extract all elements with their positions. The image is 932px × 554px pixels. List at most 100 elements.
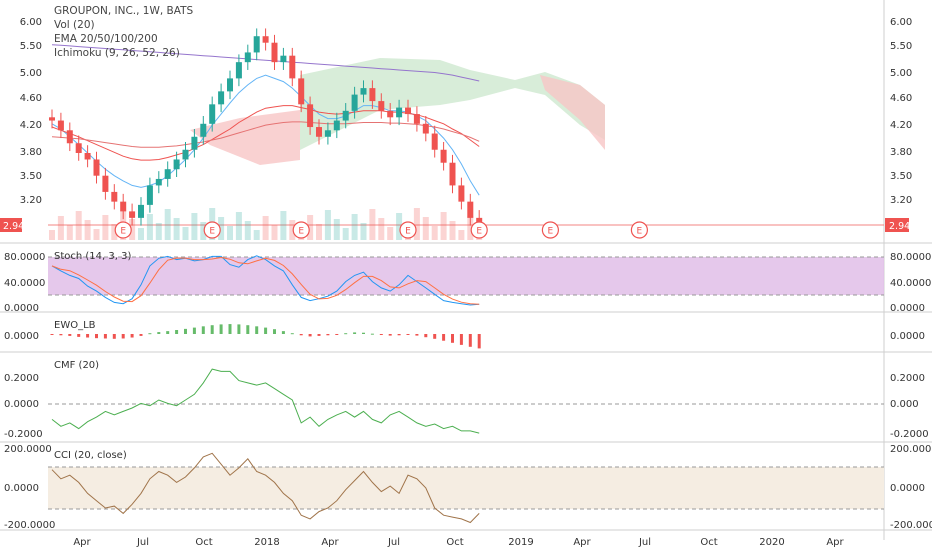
candle-body <box>182 149 189 160</box>
last-price-left: 2.94 <box>3 221 24 232</box>
chart-title: GROUPON, INC., 1W, BATS <box>54 5 194 17</box>
volume-bar <box>440 212 447 240</box>
candle-body <box>120 201 127 212</box>
candle-body <box>342 110 349 121</box>
candle-body <box>413 114 420 124</box>
earnings-marker-label: E <box>405 227 411 237</box>
candle-body <box>369 88 376 102</box>
ewo-bar <box>255 326 259 334</box>
ewo-bar <box>468 334 472 347</box>
cci-band <box>48 467 884 509</box>
stoch-ticks: 80.0000 40.0000 0.0000 80.0000 40.0000 0… <box>4 252 931 314</box>
earnings-marker-label: E <box>298 227 304 237</box>
ewo-bar <box>219 324 223 334</box>
cci-tick: 0.0000 <box>890 483 925 494</box>
volume-bar <box>244 221 251 240</box>
volume-bar <box>182 227 189 240</box>
stoch-tick: 40.0000 <box>890 278 931 289</box>
candle-body <box>93 159 100 176</box>
candle-body <box>396 107 403 118</box>
cci-tick: 0.0000 <box>4 483 39 494</box>
candle-body <box>280 55 287 63</box>
ewo-bar <box>370 333 374 335</box>
ewo-bar <box>201 326 205 334</box>
price-tick: 4.20 <box>890 120 912 131</box>
candle-body <box>378 101 385 111</box>
earnings-marker <box>292 221 310 239</box>
stoch-tick: 0.0000 <box>890 303 925 314</box>
candle-body <box>146 185 153 205</box>
candle-body <box>75 143 82 153</box>
ewo-bar <box>326 334 330 336</box>
x-axis: Apr Jul Oct 2018 Apr Jul Oct 2019 Apr Ju… <box>73 537 844 548</box>
candle-body <box>227 78 233 92</box>
candle-body <box>173 159 180 170</box>
ewo-bar <box>192 327 196 334</box>
earnings-marker <box>630 221 649 239</box>
cci-legend: CCI (20, close) <box>54 450 127 461</box>
cci-line <box>51 452 480 524</box>
stoch-lines <box>51 255 480 306</box>
x-tick: Jul <box>638 537 651 548</box>
volume-bar <box>84 220 91 240</box>
ewo-bar <box>335 334 339 335</box>
ewo-bar <box>353 332 357 334</box>
price-tick: 5.50 <box>890 41 912 52</box>
ewo-bar <box>184 328 187 334</box>
price-ticks-left: 6.00 5.50 5.00 4.60 4.20 3.80 3.50 3.20 <box>20 17 42 206</box>
candle-body <box>405 107 411 115</box>
cci-ticks: 200.0000 0.0000 -200.0000 200.0000 0.000… <box>4 444 932 531</box>
volume-bar <box>449 221 456 240</box>
volume-bar <box>129 219 136 240</box>
ewo-bar <box>103 334 107 339</box>
last-price-badge-right <box>885 218 909 232</box>
volume-bar <box>396 213 403 240</box>
stoch-band <box>48 257 884 295</box>
price-tick: 3.20 <box>20 195 42 206</box>
earnings-marker-label: E <box>476 227 482 237</box>
candle-body <box>218 91 225 105</box>
volume-bar <box>191 213 198 240</box>
earnings-marker <box>399 221 417 239</box>
ewo-bar <box>148 333 152 335</box>
candle-body <box>66 130 73 144</box>
volume-bar <box>49 230 55 240</box>
candle-body <box>360 88 367 95</box>
x-tick: Oct <box>195 537 212 548</box>
stoch-tick: 80.0000 <box>4 252 45 263</box>
x-tick: 2020 <box>759 537 784 548</box>
candle-body <box>191 136 198 150</box>
price-tick: 5.00 <box>890 68 912 79</box>
stoch-legend: Stoch (14, 3, 3) <box>54 251 131 262</box>
volume-bar <box>66 225 73 240</box>
ewo-bar <box>139 334 143 336</box>
cci-tick: 200.0000 <box>890 444 932 455</box>
ewo-bar <box>299 334 303 336</box>
ewo-bar <box>362 332 365 334</box>
ewo-histogram <box>50 324 481 349</box>
ewo-bar <box>442 334 446 341</box>
candle-body <box>253 36 260 53</box>
cmf-tick: 0.2000 <box>890 373 925 384</box>
ewo-bar <box>130 334 134 338</box>
candle-body <box>324 130 331 137</box>
volume-bar <box>333 219 340 240</box>
volume-bar <box>351 214 358 240</box>
last-price-right: 2.94 <box>889 221 910 232</box>
legend-vol: Vol (20) <box>54 19 95 31</box>
cmf-tick: 0.2000 <box>4 373 39 384</box>
earnings-marker-label: E <box>548 227 554 237</box>
ewo-bar <box>308 334 312 337</box>
price-tick: 4.20 <box>20 120 42 131</box>
candle-body <box>235 62 242 79</box>
cci-tick: -200.0000 <box>4 520 55 531</box>
candle-body <box>209 104 216 124</box>
last-price-badge-left <box>0 218 22 232</box>
candle-body <box>200 123 207 137</box>
cmf-legend: CMF (20) <box>54 360 99 371</box>
ewo-bar <box>121 334 125 339</box>
ewo-bar <box>246 325 250 334</box>
volume-bars <box>49 208 483 240</box>
